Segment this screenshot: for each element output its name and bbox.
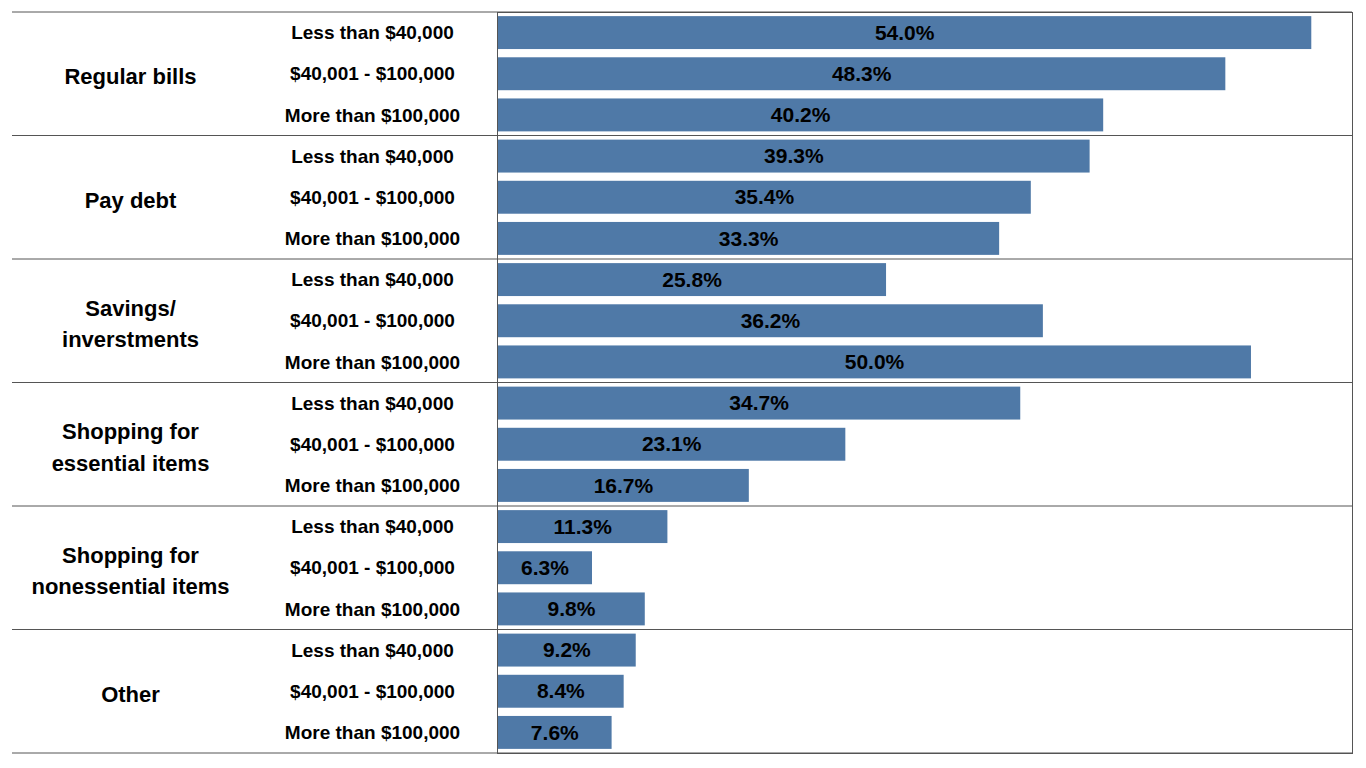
svg-text:More than $100,000: More than $100,000: [285, 598, 460, 619]
svg-text:More than $100,000: More than $100,000: [285, 104, 460, 125]
svg-text:48.3%: 48.3%: [832, 62, 892, 85]
svg-text:Less than $40,000: Less than $40,000: [291, 22, 454, 43]
svg-text:More than $100,000: More than $100,000: [285, 228, 460, 249]
svg-text:33.3%: 33.3%: [719, 227, 779, 250]
svg-text:Less than $40,000: Less than $40,000: [291, 516, 454, 537]
svg-text:8.4%: 8.4%: [537, 679, 585, 702]
svg-text:Shopping fornonessential items: Shopping fornonessential items: [31, 543, 229, 600]
svg-text:23.1%: 23.1%: [642, 432, 702, 455]
svg-text:$40,001 - $100,000: $40,001 - $100,000: [290, 681, 455, 702]
svg-text:$40,001 - $100,000: $40,001 - $100,000: [290, 63, 455, 84]
svg-text:$40,001 - $100,000: $40,001 - $100,000: [290, 187, 455, 208]
svg-text:39.3%: 39.3%: [764, 144, 824, 167]
svg-text:Savings/inverstments: Savings/inverstments: [62, 296, 199, 353]
svg-text:$40,001 - $100,000: $40,001 - $100,000: [290, 557, 455, 578]
svg-text:35.4%: 35.4%: [735, 185, 795, 208]
svg-text:$40,001 - $100,000: $40,001 - $100,000: [290, 310, 455, 331]
svg-text:Less than $40,000: Less than $40,000: [291, 146, 454, 167]
svg-text:More than $100,000: More than $100,000: [285, 475, 460, 496]
svg-text:9.8%: 9.8%: [547, 597, 595, 620]
svg-text:36.2%: 36.2%: [741, 309, 801, 332]
svg-text:Less than $40,000: Less than $40,000: [291, 640, 454, 661]
svg-text:25.8%: 25.8%: [662, 268, 722, 291]
svg-text:7.6%: 7.6%: [531, 721, 579, 744]
svg-text:6.3%: 6.3%: [521, 556, 569, 579]
svg-text:34.7%: 34.7%: [729, 391, 789, 414]
svg-text:$40,001 - $100,000: $40,001 - $100,000: [290, 434, 455, 455]
svg-text:Less than $40,000: Less than $40,000: [291, 269, 454, 290]
svg-text:Regular bills: Regular bills: [64, 64, 196, 89]
svg-text:50.0%: 50.0%: [845, 350, 905, 373]
svg-text:More than $100,000: More than $100,000: [285, 722, 460, 743]
svg-text:Shopping foressential items: Shopping foressential items: [52, 419, 210, 476]
svg-text:Pay debt: Pay debt: [85, 188, 177, 213]
svg-text:11.3%: 11.3%: [554, 515, 613, 538]
svg-text:54.0%: 54.0%: [875, 21, 935, 44]
svg-text:9.2%: 9.2%: [543, 638, 591, 661]
svg-text:40.2%: 40.2%: [771, 103, 831, 126]
svg-text:Less than $40,000: Less than $40,000: [291, 393, 454, 414]
svg-text:16.7%: 16.7%: [594, 474, 654, 497]
svg-text:Other: Other: [101, 682, 160, 707]
svg-text:More than $100,000: More than $100,000: [285, 351, 460, 372]
